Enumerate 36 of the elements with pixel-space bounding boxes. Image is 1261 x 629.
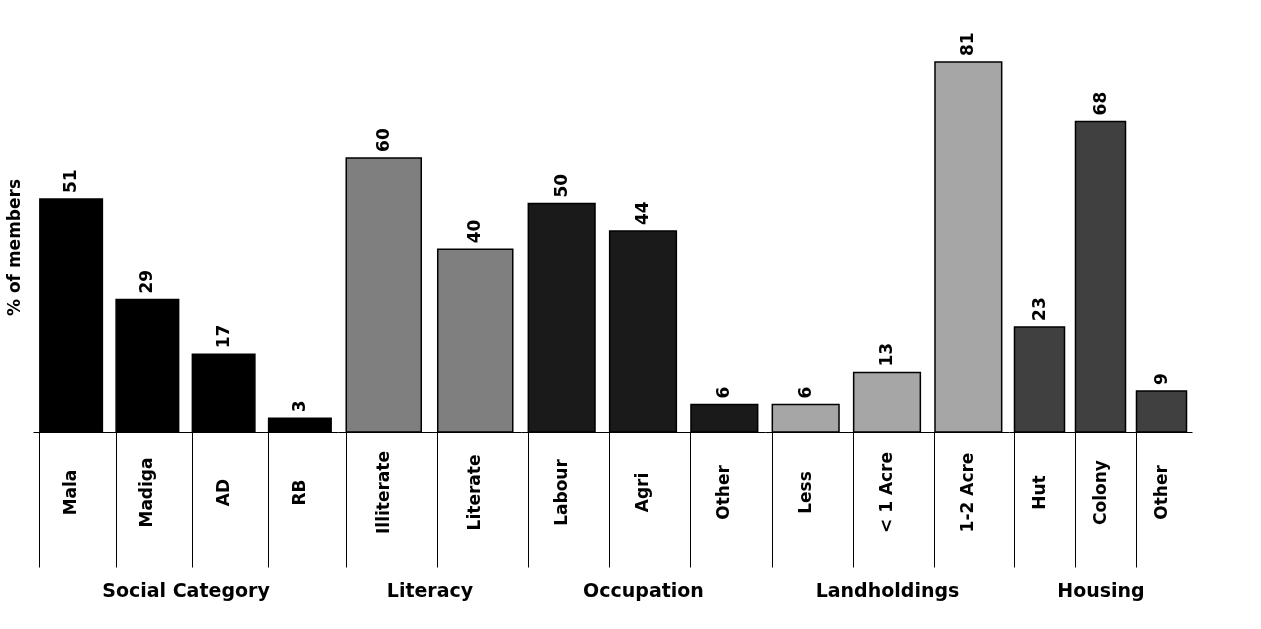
x-tick-label: RB [288,479,309,506]
x-tick-label: < 1 Acre [876,451,896,534]
data-label: 6 [794,386,815,399]
data-label: 9 [1150,373,1171,385]
data-label: 60 [372,128,393,152]
x-tick-label: Mala [60,469,81,516]
x-tick-label: Literate [464,454,485,531]
x-tick-label: Less [794,471,815,514]
data-label: 3 [288,400,309,413]
x-tick-label: Colony [1089,460,1110,525]
data-label: 13 [876,342,896,367]
data-label: 50 [550,173,571,198]
x-tick-label: Other [1150,464,1171,520]
data-label: 81 [957,32,978,56]
x-tick-label: Agri [632,472,652,513]
data-label: 40 [464,219,485,244]
data-label: 6 [713,386,734,399]
x-axis-title: Social Category [102,578,271,601]
x-axis-title: Occupation [583,578,704,601]
x-axis-title: Literacy [386,578,474,601]
x-tick-label: Madiga [136,457,157,528]
data-label: 44 [632,201,652,226]
data-label: 17 [212,324,233,349]
y-axis-title: % of members [3,178,24,317]
x-tick-label: Hut [1028,475,1049,510]
x-tick-label: Other [713,464,734,520]
x-tick-label: Illiterate [372,451,393,534]
x-axis-title: Landholdings [815,578,960,601]
data-label: 29 [136,269,157,294]
data-label: 51 [60,169,81,194]
x-tick-label: AD [212,478,233,507]
x-tick-label: Labour [550,458,571,526]
x-axis-title: Housing [1057,578,1145,601]
data-label: 23 [1028,297,1049,321]
data-label: 68 [1089,91,1110,116]
x-tick-label: 1-2 Acre [957,452,978,533]
